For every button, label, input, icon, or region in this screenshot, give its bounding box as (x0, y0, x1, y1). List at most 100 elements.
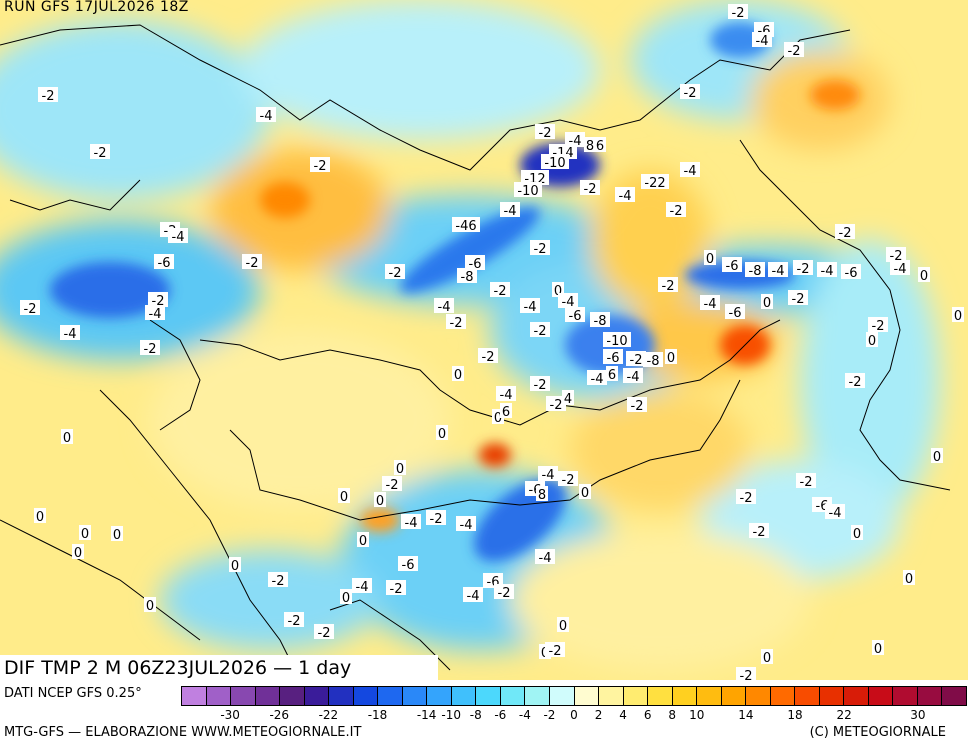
color-scale-cell (868, 687, 894, 705)
map-contour-label: 6 (502, 405, 510, 420)
map-label-bg (494, 584, 514, 599)
map-contour-label: -4 (500, 388, 513, 403)
color-scale-cell (255, 687, 281, 705)
map-label-bg (565, 307, 585, 322)
map-label-bg (580, 180, 600, 195)
map-label-bg (314, 624, 334, 639)
color-scale-cell (206, 687, 232, 705)
color-scale-tick-label: 8 (668, 708, 677, 722)
map-label-bg (500, 202, 520, 217)
map-label-bg (357, 532, 369, 547)
map-contour-label: -2 (797, 262, 810, 277)
map-contour-label: -6 (726, 259, 739, 274)
map-label-bg (704, 250, 716, 265)
map-contour-label: -6 (158, 256, 171, 271)
map-label-bg (394, 460, 406, 475)
map-label-bg (558, 471, 578, 486)
map-contour-label: -2 (788, 44, 801, 59)
map-contour-label: -2 (534, 242, 547, 257)
map-label-bg (841, 264, 861, 279)
map-label-bg (530, 376, 550, 391)
color-scale-tick-label: 14 (738, 708, 754, 722)
color-scale-cell (574, 687, 600, 705)
map-contour-label: 0 (933, 450, 941, 465)
map-contour-label: 0 (340, 490, 348, 505)
map-label-bg (520, 298, 540, 313)
map-label-bg (761, 649, 773, 664)
map-contour-label: -8 (461, 270, 474, 285)
map-label-bg (866, 332, 878, 347)
map-contour-label: 0 (581, 486, 589, 501)
map-contour-label: -6 (402, 558, 415, 573)
map-label-bg (284, 612, 304, 627)
map-contour-label: -2 (849, 375, 862, 390)
map-label-bg (463, 587, 483, 602)
map-contour-label: 0 (438, 427, 446, 442)
run-title: RUN GFS 17JUL2026 18Z (4, 0, 189, 15)
map-label-bg (338, 488, 350, 503)
map-contour-label: -4 (542, 468, 555, 483)
map-contour-label: -4 (562, 295, 575, 310)
map-label-bg (761, 294, 773, 309)
color-scale-tick-label: -8 (469, 708, 482, 722)
map-contour-label: -6 (729, 306, 742, 321)
map-contour-label: -2 (839, 226, 852, 241)
map-contour-label: -4 (704, 297, 717, 312)
map-label-bg (111, 526, 123, 541)
map-label-bg (952, 307, 964, 322)
map-label-bg (565, 132, 585, 147)
map-label-bg (530, 322, 550, 337)
map-label-bg (918, 267, 930, 282)
map-label-bg (594, 137, 606, 152)
map-label-bg (72, 544, 84, 559)
map-label-bg (398, 556, 418, 571)
map-label-bg (60, 325, 80, 340)
map-label-bg (256, 107, 276, 122)
map-label-bg (514, 182, 542, 197)
map-contour-label: -2 (550, 398, 563, 413)
map-label-bg (20, 300, 40, 315)
temperature-difference-map: -2-6-4-2-2-4-2-2-2-2-4 8 6-14-10-12-10 -2 -4… (0, 0, 968, 680)
map-contour-label: 0 (554, 284, 562, 299)
map-contour-label: -2 (288, 614, 301, 629)
map-label-bg (722, 257, 742, 272)
map-label-bg (788, 290, 808, 305)
map-label-bg (546, 396, 566, 411)
color-scale-cell (599, 687, 624, 705)
map-contour-label: 0 (868, 334, 876, 349)
map-contour-label: -2 (94, 146, 107, 161)
map-label-bg (603, 349, 623, 364)
data-source: DATI NCEP GFS 0.25° (4, 686, 142, 701)
map-contour-label: 0 (954, 309, 962, 324)
map-contour-label: -4 (772, 264, 785, 279)
map-label-bg (603, 332, 631, 347)
map-contour-label: -4 (149, 307, 162, 322)
color-scale-tick-label: -26 (269, 708, 290, 722)
map-label-bg (545, 642, 565, 657)
map-label-bg (140, 340, 160, 355)
map-contour-label: 0 (74, 546, 82, 561)
map-label-bg (736, 667, 756, 680)
map-label-bg (340, 589, 352, 604)
map-contour-label: -2 (314, 159, 327, 174)
map-contour-label: -2 (498, 586, 511, 601)
plot-title: DIF TMP 2 M 06Z23JUL2026 — 1 day (0, 655, 438, 681)
map-label-bg (456, 516, 476, 531)
color-scale-tick-label: -6 (494, 708, 507, 722)
map-contour-label: -2 (272, 574, 285, 589)
map-label-bg (680, 162, 700, 177)
map-label-bg (79, 525, 91, 540)
footer-credit: MTG-GFS — ELABORAZIONE WWW.METEOGIORNALE… (4, 725, 362, 740)
map-contour-label: -4 (64, 327, 77, 342)
map-label-bg (606, 366, 618, 381)
map-label-bg (535, 549, 555, 564)
map-label-bg (579, 484, 591, 499)
map-label-bg (562, 390, 574, 405)
map-contour-label: 0 (359, 534, 367, 549)
map-contour-label: -2 (800, 475, 813, 490)
map-contour-label: -4 (829, 506, 842, 521)
map-label-bg (426, 510, 446, 525)
color-scale-cell (770, 687, 796, 705)
map-label-bg (478, 348, 498, 363)
color-scale-cell (942, 687, 966, 705)
